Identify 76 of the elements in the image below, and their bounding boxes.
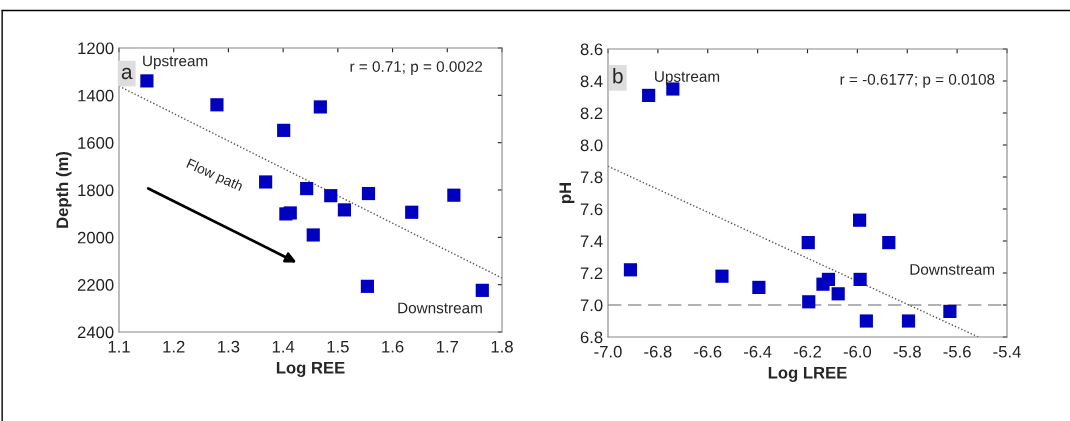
y-tick-label: 8.4 [580, 75, 603, 88]
point [943, 304, 957, 318]
x-tick-label: -6.8 [644, 345, 672, 358]
y-tick-label: 2400 [77, 326, 114, 339]
x-tick-label: -7.0 [594, 345, 622, 358]
annotation: b [613, 68, 623, 84]
y-tick-label: 8.2 [580, 107, 603, 120]
point [715, 269, 729, 283]
x-tick-label: 1.4 [272, 340, 295, 353]
y-tick-label: 2000 [77, 231, 114, 244]
point [405, 205, 419, 219]
annotation: Flow path [185, 158, 244, 194]
x-tick-label: -6.4 [744, 345, 772, 358]
y-tick-label: 8.6 [580, 43, 603, 56]
point [447, 188, 461, 202]
point [306, 228, 320, 242]
point [821, 272, 836, 286]
y-tick-label: 1800 [78, 184, 114, 197]
point [801, 236, 815, 250]
point [853, 272, 867, 286]
x-tick-label: -5.6 [943, 345, 971, 358]
point [361, 186, 376, 201]
y-tick-label: 7.4 [580, 235, 603, 248]
annotation: Downstream [398, 302, 482, 314]
annotation: Downstream [910, 264, 995, 275]
y-axis-title: Depth (m) [55, 151, 72, 228]
y-tick-label: 6.8 [580, 331, 603, 344]
point [831, 287, 845, 301]
point [901, 314, 916, 328]
annotation: Upstream [143, 55, 208, 70]
y-tick-label: 7.6 [580, 203, 603, 216]
x-axis-title: Log REE [276, 361, 345, 377]
x-tick-label: -5.8 [893, 345, 921, 358]
point [283, 206, 297, 220]
x-tick-label: 1.8 [491, 340, 513, 353]
y-tick-label: 1200 [78, 42, 114, 55]
x-tick-label: -5.4 [993, 345, 1021, 358]
point [802, 295, 816, 309]
annotation: r = 0.71; p = 0.0022 [350, 61, 483, 75]
point [475, 283, 489, 297]
point [853, 213, 867, 227]
point [642, 88, 656, 102]
x-tick-label: -6.2 [793, 345, 822, 358]
y-tick-label: 7.0 [580, 299, 603, 312]
x-tick-label: 1.7 [436, 340, 459, 353]
x-tick-label: 1.5 [327, 340, 349, 353]
x-tick-label: 1.2 [163, 340, 185, 353]
point [140, 74, 154, 88]
x-tick-label: 1.6 [382, 340, 404, 353]
point [360, 279, 374, 293]
point [277, 123, 291, 137]
x-tick-label: 1.3 [218, 340, 240, 353]
point [859, 314, 873, 328]
x-axis-title: Log LREE [768, 366, 847, 382]
point [752, 280, 766, 294]
y-tick-label: 1400 [78, 89, 114, 102]
y-tick-label: 7.2 [580, 267, 603, 280]
y-tick-label: 8.0 [580, 139, 603, 152]
point [324, 189, 338, 203]
x-tick-label: 1.1 [108, 340, 130, 353]
point [210, 98, 224, 112]
point [300, 181, 314, 196]
point [623, 263, 638, 277]
y-tick-label: 2200 [77, 279, 114, 291]
x-tick-label: -6.6 [694, 345, 722, 358]
point [259, 175, 273, 189]
y-tick-label: 7.8 [580, 171, 603, 184]
point [313, 100, 327, 114]
annotation: a [121, 67, 133, 80]
y-axis-title: pH [559, 183, 575, 204]
y-tick-label: 1600 [78, 137, 114, 149]
annotation: Upstream [655, 71, 720, 85]
point [882, 236, 896, 250]
annotation: r = -0.6177; p = 0.0108 [840, 73, 995, 88]
point [337, 203, 352, 217]
x-tick-label: -6.0 [843, 345, 872, 358]
